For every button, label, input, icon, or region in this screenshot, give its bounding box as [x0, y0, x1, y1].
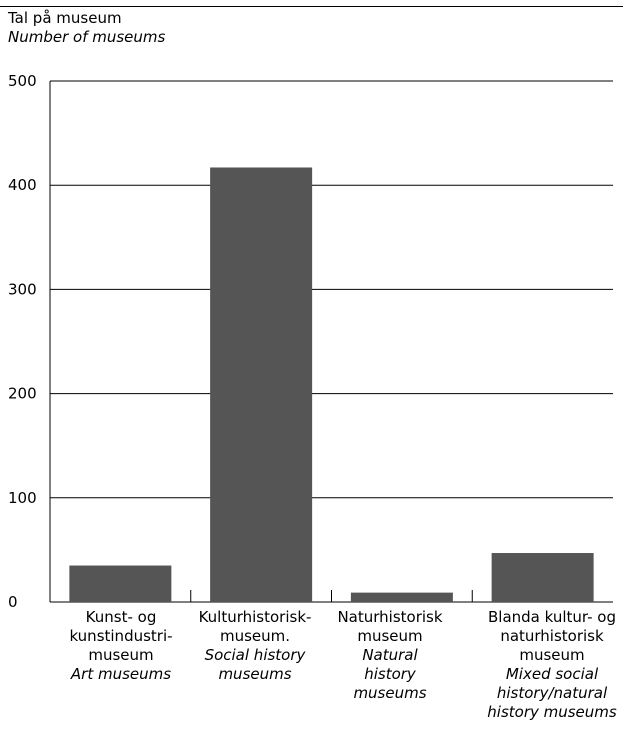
top-rule	[0, 6, 623, 7]
y-axis-label-en: Number of museums	[8, 28, 166, 46]
category-label-en-line: Mixed social	[505, 665, 599, 683]
bar-3	[491, 553, 594, 602]
category-label-en-line: history museums	[487, 703, 617, 721]
category-label-en-line: Natural	[362, 646, 418, 664]
y-tick-label: 100	[8, 489, 37, 507]
y-tick-label: 200	[8, 385, 37, 403]
y-axis-label: Tal på museum Number of museums	[8, 9, 165, 47]
bar-0	[69, 565, 172, 602]
bar-2	[350, 592, 453, 602]
y-tick-label: 300	[8, 280, 37, 298]
y-tick-label: 500	[8, 72, 37, 90]
category-label-en-line: history/natural	[496, 684, 608, 702]
x-category-label-0: Kunst- og kunstindustri-museum Art museums	[69, 608, 172, 684]
category-label-no-line: Kunst- og	[85, 608, 157, 626]
category-label-en-line: museums	[218, 665, 292, 683]
category-label-no-line: Kulturhistorisk-	[198, 608, 312, 626]
x-category-label-1: Kulturhistorisk-museum. Social history mus…	[199, 608, 312, 684]
category-label-no-line: museum.	[219, 627, 291, 645]
bar-1	[210, 167, 313, 602]
category-label-en-line: Art museums	[70, 665, 172, 683]
category-label-en-line: Social history	[204, 646, 306, 664]
category-label-no-line: Naturhistorisk	[337, 608, 443, 626]
category-label-no-line: naturhistorisk	[500, 627, 604, 645]
category-label-no-line: museum	[88, 646, 154, 664]
y-tick-label: 400	[8, 176, 37, 194]
category-label-no-line: Blanda kultur- og	[487, 608, 616, 626]
category-label-no-line: museum	[519, 646, 585, 664]
category-label-no-line: museum	[357, 627, 423, 645]
category-label-no-line: kunstindustri-	[69, 627, 173, 645]
x-category-label-2: Naturhistorisk museum Natural history museum…	[337, 608, 442, 703]
category-label-en-line: history	[364, 665, 416, 683]
category-label-en-line: museums	[353, 684, 427, 702]
y-tick-label: 0	[8, 593, 18, 611]
x-category-label-3: Blanda kultur- og naturhistorisk museum Mix…	[487, 608, 616, 722]
y-axis-label-no: Tal på museum	[8, 9, 122, 27]
